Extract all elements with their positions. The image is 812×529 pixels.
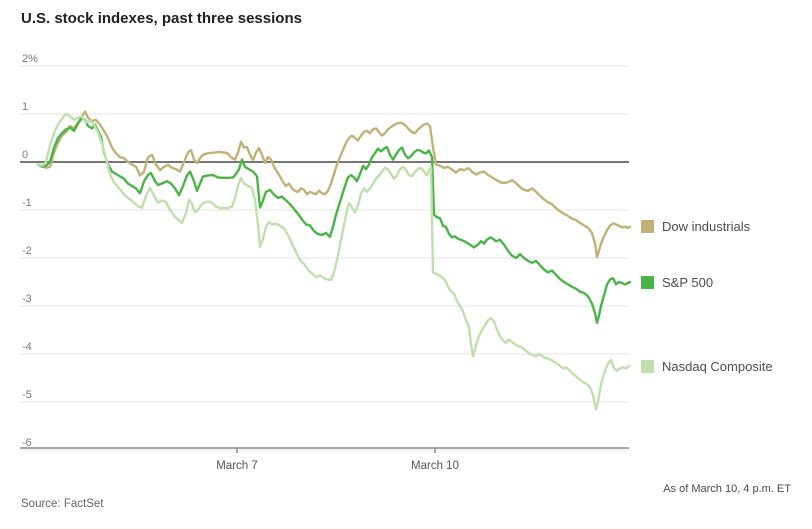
page-title: U.S. stock indexes, past three sessions — [21, 10, 302, 27]
legend-label-dow-industrials: Dow industrials — [662, 219, 751, 235]
series-line-s-p-500 — [36, 116, 632, 324]
legend-swatch-nasdaq-composite — [641, 359, 654, 373]
series-line-nasdaq-composite — [36, 112, 631, 411]
as-of-note: As of March 10, 4 p.m. ET — [663, 483, 791, 495]
y-tick-label: -3 — [22, 293, 32, 305]
y-tick-label: 2% — [22, 53, 38, 65]
y-tick-label: 0 — [22, 149, 28, 161]
legend-label-sp500: S&P 500 — [662, 274, 714, 290]
legend-item-nasdaq-composite: Nasdaq Composite — [641, 356, 773, 376]
legend-item-sp500: S&P 500 — [641, 272, 713, 292]
legend-swatch-dow-industrials — [641, 220, 654, 234]
x-tick-label: March 7 — [216, 460, 258, 472]
series-line-dow-industrials — [36, 110, 632, 259]
y-tick-label: -5 — [22, 389, 32, 401]
y-tick-label: -1 — [22, 197, 32, 209]
source-note: Source: FactSet — [21, 498, 104, 510]
y-tick-label: -2 — [22, 245, 32, 257]
y-tick-label: 1 — [22, 101, 28, 113]
legend-swatch-sp500 — [641, 275, 654, 289]
legend-label-nasdaq-composite: Nasdaq Composite — [662, 358, 773, 374]
x-tick-label: March 10 — [411, 460, 459, 472]
y-tick-label: -4 — [22, 341, 32, 353]
legend: Dow industrials S&P 500 Nasdaq Composite — [641, 0, 811, 529]
y-tick-label: -6 — [22, 437, 32, 449]
legend-item-dow-industrials: Dow industrials — [641, 217, 750, 237]
